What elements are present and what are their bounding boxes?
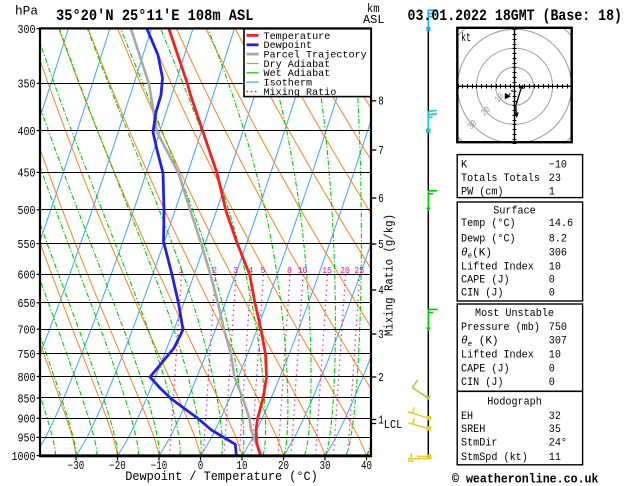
svg-text:306: 306 [549, 247, 567, 259]
svg-text:CAPE (J): CAPE (J) [461, 363, 510, 375]
svg-text:5: 5 [378, 239, 384, 252]
svg-text:8: 8 [287, 265, 292, 276]
svg-text:400: 400 [18, 126, 36, 139]
svg-text:Pressure (mb): Pressure (mb) [461, 322, 540, 334]
svg-text:PW (cm): PW (cm) [461, 187, 504, 199]
svg-text:1: 1 [549, 187, 555, 199]
svg-text:950: 950 [18, 433, 36, 446]
svg-text:Mixing Ratio (g/kg): Mixing Ratio (g/kg) [383, 214, 397, 336]
svg-text:850: 850 [18, 393, 36, 406]
svg-text:0: 0 [549, 274, 555, 286]
svg-text:2: 2 [378, 372, 384, 385]
svg-text:Hodograph: Hodograph [487, 397, 542, 409]
svg-text:750: 750 [18, 349, 36, 362]
svg-text:0: 0 [549, 288, 555, 300]
svg-text:θe (K): θe (K) [461, 336, 499, 349]
svg-text:4: 4 [248, 265, 253, 276]
svg-text:Temperature: Temperature [264, 32, 331, 43]
svg-text:20: 20 [278, 460, 289, 473]
svg-text:700: 700 [18, 324, 36, 337]
svg-text:1: 1 [378, 414, 384, 427]
svg-text:−10: −10 [151, 460, 168, 473]
svg-text:CIN (J): CIN (J) [461, 288, 504, 300]
svg-text:Totals Totals: Totals Totals [461, 173, 540, 185]
svg-text:© weatheronline.co.uk: © weatheronline.co.uk [452, 472, 599, 486]
svg-text:40: 40 [361, 460, 372, 473]
svg-text:350: 350 [18, 79, 36, 92]
svg-text:25: 25 [354, 265, 364, 276]
svg-text:−20: −20 [109, 460, 126, 473]
svg-text:3: 3 [378, 329, 384, 342]
svg-text:CIN (J): CIN (J) [461, 377, 504, 389]
svg-text:11: 11 [549, 452, 561, 464]
svg-text:Dewpoint / Temperature (°C): Dewpoint / Temperature (°C) [125, 469, 318, 484]
svg-text:8.2: 8.2 [549, 233, 567, 245]
svg-text:km: km [367, 3, 380, 16]
svg-text:32: 32 [549, 411, 561, 423]
svg-text:15: 15 [322, 265, 332, 276]
svg-text:1: 1 [179, 265, 184, 276]
svg-text:−30: −30 [68, 460, 85, 473]
svg-text:8: 8 [378, 96, 384, 109]
svg-text:4: 4 [378, 285, 384, 298]
svg-text:900: 900 [18, 414, 36, 427]
svg-text:−10: −10 [549, 159, 567, 171]
svg-text:650: 650 [18, 298, 36, 311]
svg-text:Dewpoint: Dewpoint [264, 40, 313, 52]
svg-text:EH: EH [461, 411, 473, 423]
svg-text:300: 300 [18, 24, 36, 37]
svg-text:14.6: 14.6 [549, 218, 573, 230]
svg-text:600: 600 [18, 270, 36, 283]
svg-text:LCL: LCL [384, 419, 403, 432]
svg-text:SREH: SREH [461, 424, 485, 436]
svg-text:Dry Adiabat: Dry Adiabat [264, 59, 331, 71]
svg-text:6: 6 [378, 193, 384, 206]
svg-text:ASL: ASL [363, 14, 385, 27]
svg-text:10: 10 [237, 460, 248, 473]
svg-text:23: 23 [549, 173, 561, 185]
svg-text:5: 5 [260, 265, 265, 276]
svg-text:750: 750 [549, 322, 567, 334]
svg-text:2: 2 [212, 265, 217, 276]
svg-text:Wet Adiabat: Wet Adiabat [264, 68, 331, 80]
svg-text:Dewp (°C): Dewp (°C) [461, 233, 516, 245]
svg-text:35: 35 [549, 424, 561, 436]
svg-text:10: 10 [298, 265, 308, 276]
svg-text:StmSpd (kt): StmSpd (kt) [461, 452, 528, 464]
svg-text:θe(K): θe(K) [461, 247, 492, 260]
svg-text:Temp (°C): Temp (°C) [461, 218, 516, 230]
svg-text:1000: 1000 [12, 451, 36, 464]
svg-text:10: 10 [549, 350, 561, 362]
svg-text:24°: 24° [549, 437, 567, 449]
svg-text:3: 3 [233, 265, 238, 276]
svg-text:hPa: hPa [15, 4, 38, 19]
svg-text:550: 550 [18, 239, 36, 252]
svg-text:StmDir: StmDir [461, 437, 497, 449]
svg-text:800: 800 [18, 372, 36, 385]
svg-text:500: 500 [18, 205, 36, 218]
svg-text:kt: kt [461, 32, 471, 45]
svg-text:Most Unstable: Most Unstable [475, 308, 554, 320]
svg-text:20: 20 [340, 265, 350, 276]
svg-text:03.01.2022 18GMT (Base: 18): 03.01.2022 18GMT (Base: 18) [408, 7, 623, 25]
svg-text:Parcel Trajectory: Parcel Trajectory [264, 50, 367, 62]
svg-text:Lifted Index: Lifted Index [461, 261, 534, 273]
svg-text:10: 10 [549, 261, 561, 273]
svg-text:Mixing Ratio: Mixing Ratio [264, 87, 337, 99]
svg-text:307: 307 [549, 336, 567, 348]
svg-text:0: 0 [549, 363, 555, 375]
svg-text:35°20'N 25°11'E 108m ASL: 35°20'N 25°11'E 108m ASL [56, 7, 254, 25]
svg-text:K: K [461, 159, 467, 171]
svg-text:7: 7 [378, 145, 384, 158]
svg-text:0: 0 [549, 377, 555, 389]
svg-text:Lifted Index: Lifted Index [461, 350, 534, 362]
svg-text:CAPE (J): CAPE (J) [461, 274, 510, 286]
svg-text:0: 0 [198, 460, 204, 473]
svg-text:30: 30 [320, 460, 331, 473]
svg-text:450: 450 [18, 168, 36, 181]
svg-text:Surface: Surface [493, 206, 536, 218]
svg-text:Isotherm: Isotherm [264, 78, 313, 90]
